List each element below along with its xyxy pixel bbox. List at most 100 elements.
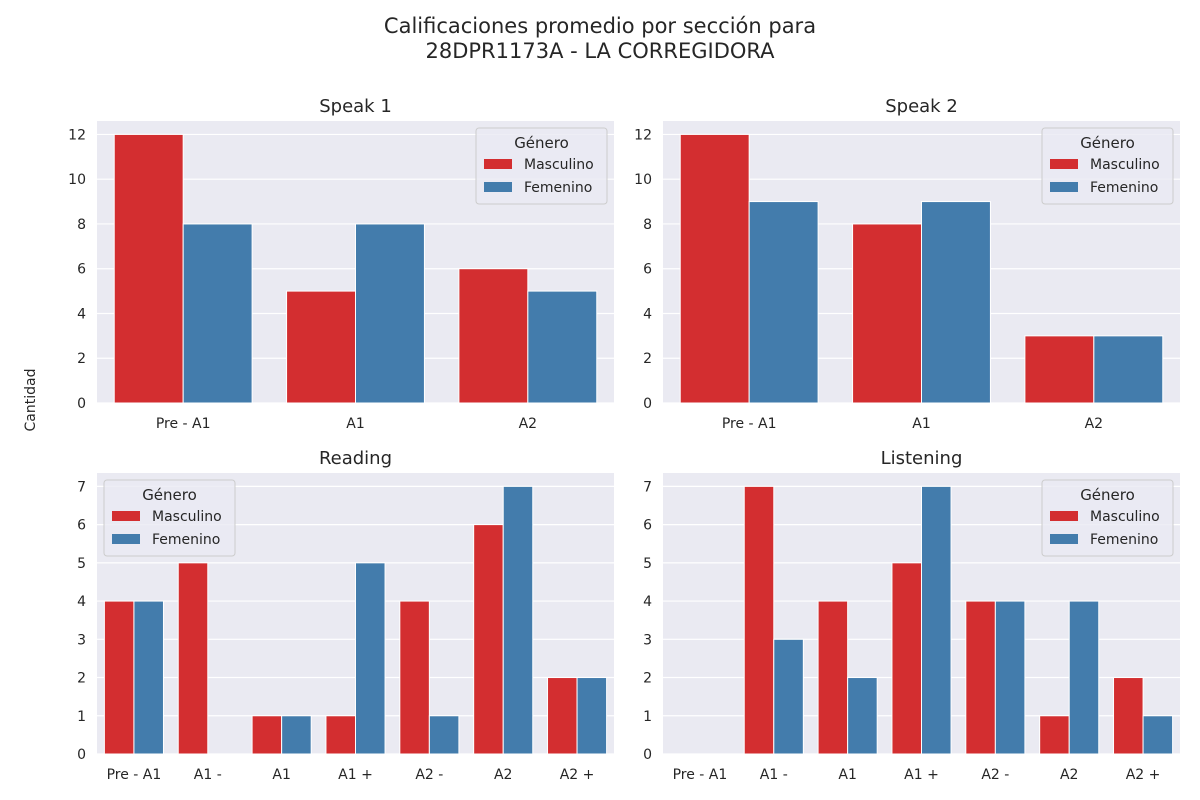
legend-swatch-femenino: [484, 182, 512, 192]
bar-femenino: [576, 677, 608, 755]
legend-label: Masculino: [1090, 509, 1160, 525]
legend-label: Femenino: [1090, 180, 1158, 196]
x-tick-label: A1: [912, 416, 930, 432]
legend-title: Género: [142, 486, 197, 504]
legend-title: Género: [1080, 486, 1135, 504]
y-tick-label: 2: [77, 671, 86, 687]
bar-femenino: [1142, 715, 1174, 755]
bar-femenino: [1068, 600, 1100, 755]
bar-masculino: [891, 562, 923, 755]
bar-femenino: [921, 485, 952, 755]
legend-title: Género: [1080, 134, 1135, 152]
bar-masculino: [965, 600, 996, 755]
y-tick-label: 6: [643, 262, 652, 278]
legend-swatch-femenino: [1050, 534, 1078, 544]
suptitle-line-1: Calificaciones promedio por sección para: [383, 14, 817, 38]
bar-masculino: [817, 600, 849, 755]
y-tick-label: 2: [643, 351, 652, 367]
bar-masculino: [325, 715, 357, 755]
x-tick-label: A1 -: [194, 767, 222, 783]
x-tick-label: Pre - A1: [156, 416, 211, 432]
x-tick-label: A1: [346, 416, 364, 432]
y-tick-label: 4: [77, 306, 86, 322]
bar-femenino: [355, 562, 386, 755]
bar-femenino: [773, 638, 804, 755]
panel-listening: 0 1 2 3 4 5 6 7 Pre - A1 A1 - A1 A1 + A2 - A2 A2 + List…: [643, 448, 1180, 783]
x-tick-label: A1 +: [338, 767, 373, 783]
bar-masculino: [743, 485, 775, 755]
bar-femenino: [281, 715, 312, 755]
y-tick-label: 0: [643, 396, 652, 412]
y-tick-label: 3: [77, 632, 86, 648]
bar-masculino: [103, 600, 135, 755]
legend-swatch-femenino: [1050, 182, 1078, 192]
panel-title: Reading: [319, 448, 392, 469]
legend: Género Masculino Femenino: [475, 127, 608, 205]
x-tick-label: A2 -: [415, 767, 443, 783]
bar-femenino: [1093, 335, 1164, 404]
bar-masculino: [286, 290, 357, 404]
y-tick-label: 6: [77, 262, 86, 278]
y-tick-label: 12: [634, 127, 652, 143]
legend-label: Femenino: [152, 532, 220, 548]
y-tick-label: 10: [634, 172, 652, 188]
y-tick-label: 12: [68, 127, 86, 143]
y-tick-label: 5: [77, 556, 86, 572]
y-tick-label: 10: [68, 172, 86, 188]
legend-title: Género: [514, 134, 569, 152]
bar-femenino: [921, 201, 991, 404]
bar-masculino: [251, 715, 283, 755]
x-tick-label: Pre - A1: [107, 767, 162, 783]
legend-swatch-masculino: [484, 159, 512, 169]
y-tick-label: 7: [643, 479, 652, 495]
y-tick-label: 7: [77, 479, 86, 495]
bar-masculino: [852, 223, 922, 404]
y-tick-label: 5: [643, 556, 652, 572]
bar-masculino: [1024, 335, 1095, 404]
x-tick-label: A1: [272, 767, 290, 783]
bar-masculino: [547, 677, 578, 755]
legend-swatch-femenino: [112, 534, 140, 544]
y-tick-label: 4: [77, 594, 86, 610]
bar-masculino: [458, 268, 529, 404]
x-tick-label: A2 +: [560, 767, 595, 783]
legend-label: Femenino: [1090, 532, 1158, 548]
bar-masculino: [679, 133, 750, 404]
bar-femenino: [182, 223, 253, 404]
bar-femenino: [133, 600, 164, 755]
bar-femenino: [428, 715, 460, 755]
x-tick-label: A1 +: [904, 767, 939, 783]
bar-femenino: [847, 677, 878, 755]
panel-title: Speak 2: [885, 96, 958, 117]
y-tick-label: 3: [643, 632, 652, 648]
x-tick-label: A2: [1085, 416, 1103, 432]
bar-masculino: [177, 562, 209, 755]
panel-speak-2: 0 2 4 6 8 10 12 Pre - A1 A1 A2 Speak 2 Género Mascul…: [634, 96, 1180, 432]
legend-label: Femenino: [524, 180, 592, 196]
legend-label: Masculino: [524, 157, 594, 173]
x-tick-label: Pre - A1: [722, 416, 777, 432]
panel-title: Speak 1: [319, 96, 392, 117]
bar-femenino: [527, 290, 598, 404]
y-tick-label: 0: [643, 747, 652, 763]
x-tick-label: A2: [519, 416, 537, 432]
y-tick-label: 2: [643, 671, 652, 687]
bar-masculino: [1113, 677, 1144, 755]
y-tick-label: 8: [643, 217, 652, 233]
legend: Género Masculino Femenino: [1041, 127, 1174, 205]
panel-reading: 0 1 2 3 4 5 6 7 Pre - A1 A1 - A1 A1 + A2 - A2 A2 + Read…: [77, 448, 614, 783]
x-tick-label: A2: [494, 767, 512, 783]
y-tick-label: 8: [77, 217, 86, 233]
panel-speak-1: 0 2 4 6 8 10 12 Pre - A1 A1 A2 Speak 1 Género Mascul…: [68, 96, 614, 432]
x-tick-label: A2 -: [981, 767, 1009, 783]
x-tick-label: Pre - A1: [673, 767, 728, 783]
bar-masculino: [399, 600, 430, 755]
bar-masculino: [1039, 715, 1070, 755]
y-tick-label: 4: [643, 306, 652, 322]
legend-label: Masculino: [1090, 157, 1160, 173]
x-tick-label: A2: [1060, 767, 1078, 783]
y-tick-label: 4: [643, 594, 652, 610]
panel-title: Listening: [881, 448, 963, 469]
legend-swatch-masculino: [1050, 511, 1078, 521]
suptitle-line-2: 28DPR1173A - LA CORREGIDORA: [425, 39, 775, 63]
